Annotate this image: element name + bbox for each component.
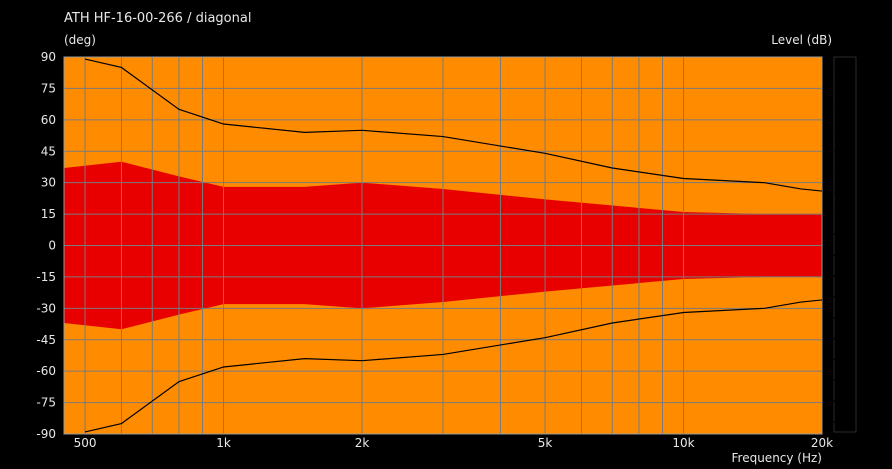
contour-lines <box>84 58 823 433</box>
colorbar-frame <box>833 56 857 433</box>
colorbar-tick-label: -26 <box>832 394 852 408</box>
colorbar-tick-label: -24 <box>832 373 852 387</box>
colorbar-tick-label: -4 <box>840 165 852 179</box>
x-tick-label: 5k <box>538 436 553 450</box>
colorbar-tick-label: -14 <box>832 269 852 283</box>
y-tick-label: 90 <box>41 50 56 64</box>
x-tick-label: 20k <box>811 436 833 450</box>
colorbar-label: Level (dB) <box>771 33 832 47</box>
y-tick-label: 15 <box>41 207 56 221</box>
y-tick-label: 45 <box>41 144 56 158</box>
y-tick-label: -30 <box>36 301 56 315</box>
colorbar-tick-label: -18 <box>832 310 852 324</box>
y-tick-label: -15 <box>36 270 56 284</box>
x-tick-label: 10k <box>672 436 694 450</box>
colorbar-tick-label: -12 <box>832 248 852 262</box>
colorbar-tick-label: -22 <box>832 352 852 366</box>
contour-line <box>84 58 823 192</box>
y-tick-label: 75 <box>41 81 56 95</box>
colorbar-tick-label: -28 <box>832 415 852 429</box>
colorbar-tick-label: -8 <box>840 206 852 220</box>
y-tick-label: 60 <box>41 113 56 127</box>
x-tick-label: 1k <box>216 436 231 450</box>
y-tick-label: 30 <box>41 176 56 190</box>
y-tick-label: -45 <box>36 333 56 347</box>
axes: 90 75 60 45 30 15 0 -15 -30 -45 -60 -75 -90 500 1k 2k 5k… <box>36 50 833 450</box>
y-axis-label: (deg) <box>64 33 96 47</box>
contour-line <box>84 299 823 433</box>
x-tick-label: 500 <box>74 436 97 450</box>
x-tick-label: 2k <box>355 436 370 450</box>
x-axis-label: Frequency (Hz) <box>731 451 823 465</box>
chart-title: ATH HF-16-00-266 / diagonal <box>64 11 252 26</box>
y-tick-label: -60 <box>36 364 56 378</box>
colorbar-tick-label: -20 <box>832 331 852 345</box>
y-tick-label: 0 <box>48 239 56 253</box>
colorbar-tick-label: -2 <box>840 144 852 158</box>
colorbar-tick-label: 0 <box>844 123 852 137</box>
colorbar: 6 4 2 0 -2 -4 -6 -8 -10 -12 -14 -16 -18 -20 -22 -24 -26 -… <box>832 56 857 433</box>
colorbar-tick-label: -10 <box>832 227 852 241</box>
colorbar-tick-label: 2 <box>844 102 852 116</box>
y-tick-label: -90 <box>36 427 56 441</box>
colorbar-tick-label: 4 <box>844 81 852 95</box>
y-tick-label: -75 <box>36 396 56 410</box>
colorbar-tick-label: 6 <box>844 60 852 74</box>
grid <box>63 56 823 435</box>
colorbar-tick-label: -16 <box>832 290 852 304</box>
colorbar-tick-label: -6 <box>840 185 852 199</box>
plot-frame <box>63 56 823 435</box>
